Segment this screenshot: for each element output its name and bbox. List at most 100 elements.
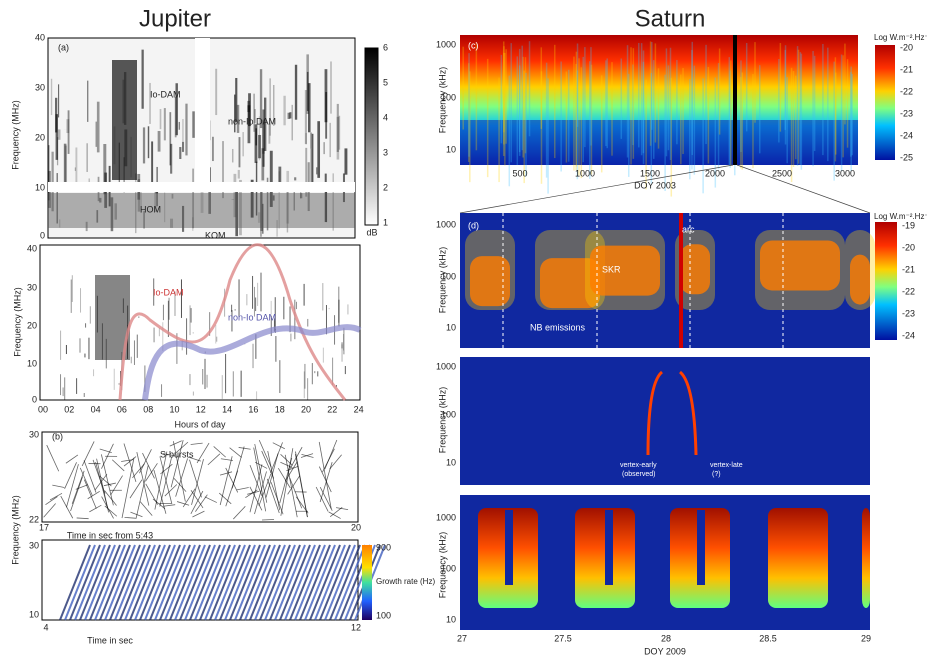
stripe	[502, 41, 505, 156]
annotation: vertex-early	[620, 462, 657, 469]
growth-stripe	[229, 544, 261, 621]
stripe	[547, 78, 549, 194]
stripe	[342, 334, 344, 351]
stripe	[649, 41, 652, 146]
burst	[101, 496, 114, 519]
stripe	[521, 45, 523, 151]
stripe	[252, 343, 254, 369]
stripe	[151, 141, 154, 184]
stripe	[89, 306, 91, 324]
stripe	[215, 324, 217, 344]
stripe	[589, 61, 591, 179]
stripe	[182, 141, 185, 152]
halo	[845, 230, 875, 310]
stripe	[161, 384, 163, 397]
stripe	[784, 49, 786, 130]
burst	[284, 454, 298, 518]
stripe	[306, 71, 309, 112]
stripe	[96, 210, 99, 223]
stripe	[273, 84, 275, 126]
stripe	[238, 279, 240, 317]
burst	[104, 505, 118, 517]
stripe	[590, 47, 592, 146]
stripe	[289, 112, 292, 119]
colorbar-tick: 6	[383, 42, 388, 52]
burst	[111, 459, 125, 472]
colorbar-tick: -21	[902, 264, 915, 274]
colorbar-tick: -25	[900, 152, 913, 162]
stripe	[87, 80, 89, 122]
dam	[112, 60, 137, 180]
blob	[590, 245, 660, 296]
x-tick-label: 00	[38, 404, 48, 414]
blob	[850, 254, 870, 305]
title: Jupiter	[139, 5, 211, 32]
burst	[329, 454, 342, 470]
stripe	[324, 173, 327, 223]
stripe	[263, 97, 267, 151]
stripe	[274, 297, 276, 330]
stripe	[310, 148, 313, 188]
cbar-d	[875, 222, 897, 340]
stripe	[642, 50, 645, 165]
sim-block	[768, 508, 828, 608]
x-tick-label: 20	[351, 522, 361, 532]
stripe	[689, 79, 691, 180]
stripe	[827, 47, 829, 162]
burst	[295, 496, 309, 514]
stripe	[518, 48, 521, 156]
growth-stripe	[309, 544, 341, 621]
stripe	[238, 137, 241, 168]
stripe	[270, 315, 272, 336]
cbar-c	[875, 45, 895, 160]
stripe	[714, 77, 717, 188]
stripe	[728, 57, 731, 166]
y-tick-label: 1000	[436, 219, 456, 229]
stripe	[341, 342, 343, 349]
stripe	[642, 61, 645, 154]
stripe	[260, 272, 262, 312]
stripe	[611, 62, 613, 156]
stripe	[192, 217, 194, 231]
stripe	[341, 344, 343, 362]
stripe	[336, 116, 340, 160]
stripe	[335, 385, 337, 387]
stripe	[842, 55, 844, 158]
growth-stripe	[79, 544, 111, 621]
growth-stripe	[224, 544, 256, 621]
x-tick-label: 500	[512, 168, 527, 178]
gap	[505, 510, 513, 585]
stripe	[846, 59, 849, 148]
stripe	[56, 137, 59, 166]
growth-stripe	[334, 544, 366, 621]
stripe	[812, 50, 814, 167]
stripe	[794, 75, 797, 160]
growth-stripe	[69, 544, 101, 621]
stripe	[503, 52, 505, 145]
stripe	[565, 71, 568, 163]
burst	[124, 516, 137, 519]
x-tick-label: 28.5	[759, 633, 777, 643]
stripe	[239, 179, 242, 236]
stripe	[627, 73, 630, 177]
stripe	[262, 203, 264, 234]
stripe	[76, 378, 78, 394]
y-tick-label: 10	[446, 322, 456, 332]
stripe	[79, 338, 81, 353]
burst	[83, 479, 97, 509]
stripe	[638, 42, 640, 148]
stripe	[130, 356, 132, 364]
annotation: S-bursts	[160, 449, 194, 459]
y-tick-label: 22	[29, 514, 39, 524]
stripe	[168, 297, 170, 320]
colorbar-tick: 3	[383, 147, 388, 157]
burst	[163, 453, 176, 457]
burst	[318, 466, 332, 493]
stripe	[71, 275, 73, 302]
burst	[319, 486, 333, 511]
stripe	[247, 100, 251, 113]
stripe	[650, 73, 653, 184]
burst	[190, 442, 203, 445]
burst	[249, 465, 263, 497]
